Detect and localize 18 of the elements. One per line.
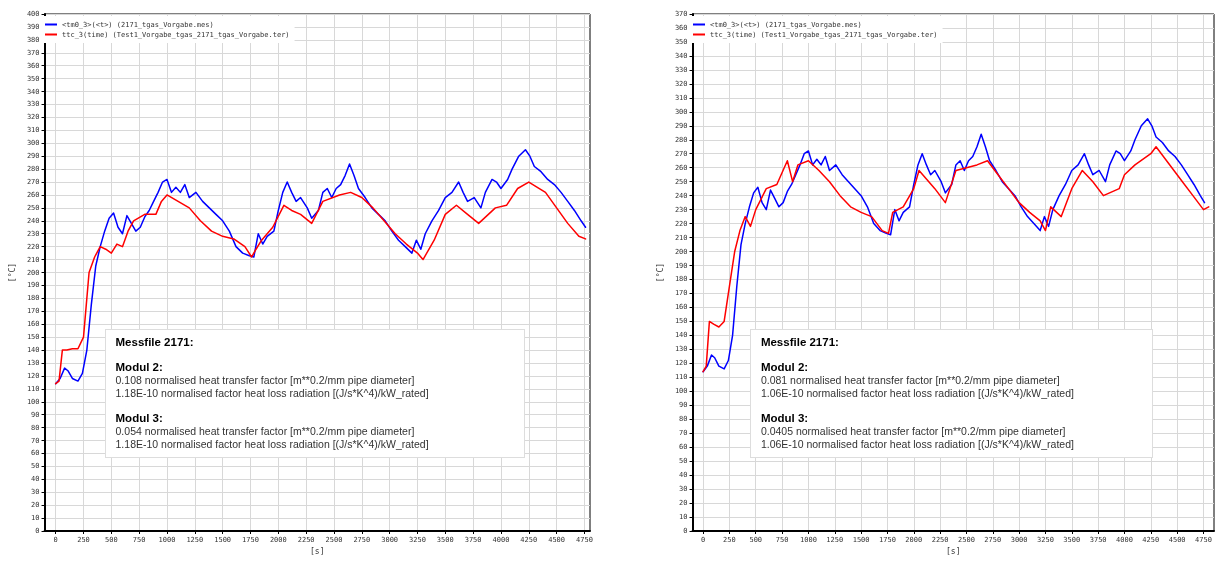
annotation: 0.054 normalised heat transfer factor [m**0.2/mm pipe diameter] (115, 425, 416, 439)
x-axis-title: [s] (946, 547, 961, 557)
annotation: 1.18E-10 normalised factor heat loss radiation [(J/s*K^4)/kW_rated] (115, 438, 430, 452)
annotation: Modul 3: (760, 412, 809, 425)
annotation: Modul 2: (115, 361, 163, 374)
annotation: Modul 3: (115, 412, 163, 425)
annotation: 0.108 normalised heat transfer factor [m**0.2/mm pipe diameter] (115, 374, 416, 388)
annotation: Messfile 2171: (115, 336, 194, 349)
x-axis-title: [s] (310, 547, 325, 557)
annotation: Messfile 2171: (760, 336, 839, 349)
annotation: Modul 2: (760, 361, 809, 374)
annotation: 0.081 normalised heat transfer factor [m**0.2/mm pipe diameter] (760, 374, 1061, 388)
y-axis-title: [°C] (7, 262, 17, 283)
annotation: 1.18E-10 normalised factor heat loss radiation [(J/s*K^4)/kW_rated] (115, 387, 430, 401)
annotation: 0.0405 normalised heat transfer factor [m**0.2/mm pipe diameter] (760, 425, 1067, 439)
annotation: 1.06E-10 normalised factor heat loss radiation [(J/s*K^4)/kW_rated] (760, 387, 1075, 401)
annotation: 1.06E-10 normalised factor heat loss radiation [(J/s*K^4)/kW_rated] (760, 438, 1075, 452)
y-axis-title: [°C] (655, 262, 665, 283)
